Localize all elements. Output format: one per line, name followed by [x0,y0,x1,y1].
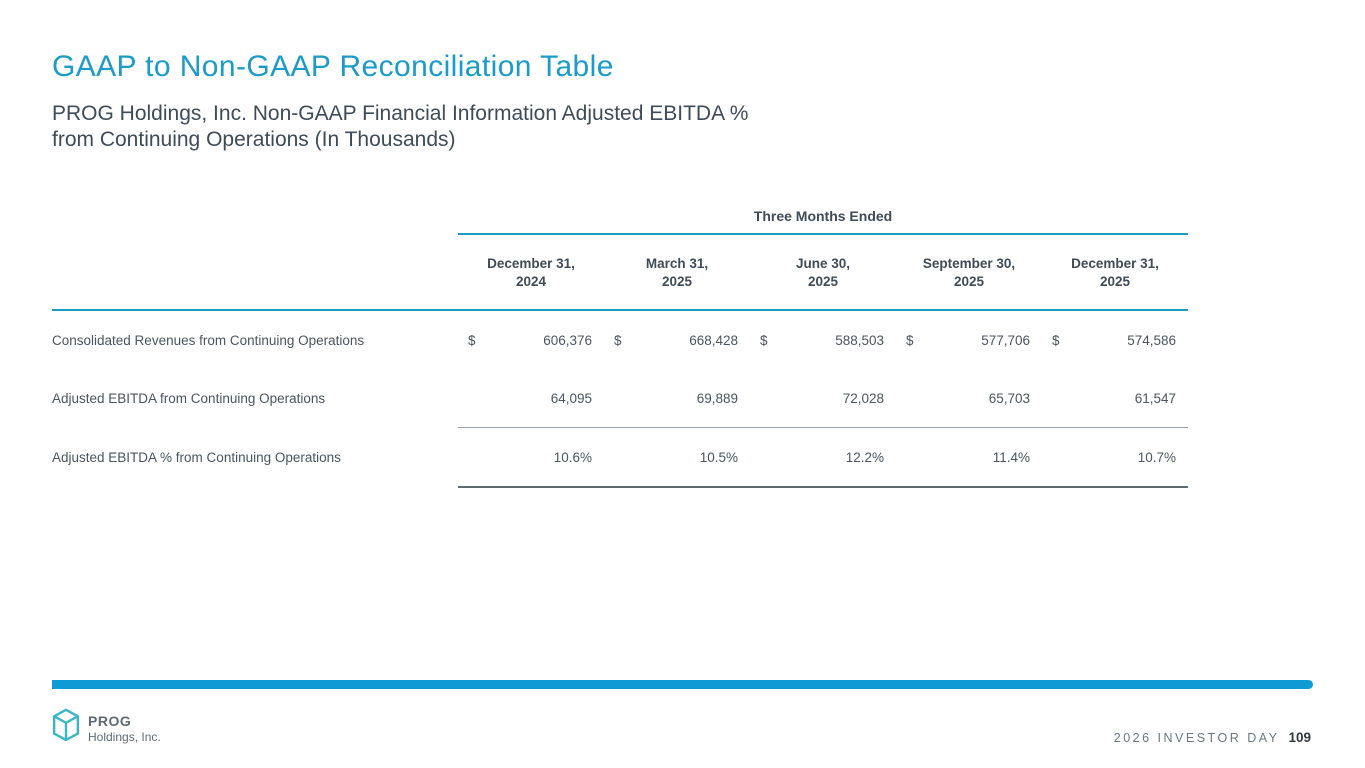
table-cell: 65,703 [988,390,1030,406]
column-header-jun-2025: June 30, 2025 [750,235,896,309]
table-cell: 12.2% [845,449,884,465]
row-label: Consolidated Revenues from Continuing Op… [52,332,365,348]
table-cell: $ 577,706 [896,333,1042,348]
slide-subtitle-line2: from Continuing Operations (In Thousands… [52,127,456,151]
table-group-header-row: Three Months Ended [52,200,1188,235]
prog-logo-icon [52,708,80,742]
reconciliation-table: Three Months Ended December 31, 2024 Mar… [52,200,1188,489]
row-label: Adjusted EBITDA % from Continuing Operat… [52,449,341,465]
column-header-line2: 2025 [661,274,693,290]
column-header-line2: 2025 [1099,274,1131,290]
table-bottom-rule [458,486,1188,489]
event-label: 2026 INVESTOR DAY [1113,731,1280,745]
page-number: 109 [1288,730,1311,745]
currency-symbol: $ [614,332,622,348]
table-cell: $ 668,428 [604,333,750,348]
slide-subtitle-line1: PROG Holdings, Inc. Non-GAAP Financial I… [52,102,749,125]
table-rule [458,427,1188,429]
slide-subtitle: PROG Holdings, Inc. Non-GAAP Financial I… [52,101,748,152]
table-cell: 10.7% [1137,449,1176,465]
logo-company-name: PROG [88,713,132,729]
column-header-line2: 2025 [807,274,839,290]
page-title: GAAP to Non-GAAP Reconciliation Table [52,50,614,83]
currency-symbol: $ [760,332,768,348]
cell-value: 668,428 [689,332,738,348]
table-cell: 61,547 [1134,390,1176,406]
cell-value: 606,376 [543,332,592,348]
table-cell: 69,889 [696,390,738,406]
bottom-accent-bar [52,680,1313,689]
column-header-line1: June 30, [795,256,851,271]
logo-company-suffix: Holdings, Inc. [88,730,161,744]
row-label: Adjusted EBITDA from Continuing Operatio… [52,390,326,406]
table-cell: 10.5% [699,449,738,465]
currency-symbol: $ [468,332,476,348]
spacer-cell [52,235,458,309]
column-header-line2: 2025 [953,274,985,290]
table-cell: 10.6% [553,449,592,465]
cell-value: 577,706 [981,332,1030,348]
table-column-header-row: December 31, 2024 March 31, 2025 June 30… [52,235,1188,309]
table-header-rule [52,309,1188,312]
cell-value: 574,586 [1127,332,1176,348]
column-header-line1: September 30, [922,256,1016,271]
column-header-mar-2025: March 31, 2025 [604,235,750,309]
logo-text: PROG Holdings, Inc. [88,713,161,744]
column-header-dec-2024: December 31, 2024 [458,235,604,309]
table-cell: 64,095 [550,390,592,406]
table-row-revenues: Consolidated Revenues from Continuing Op… [52,311,1188,369]
column-header-line2: 2024 [515,274,547,290]
spacer-cell [52,200,458,235]
column-header-sep-2025: September 30, 2025 [896,235,1042,309]
column-header-line1: December 31, [1071,256,1159,271]
table-cell: 72,028 [842,390,884,406]
cell-value: 588,503 [835,332,884,348]
table-row-adjusted-ebitda-pct: Adjusted EBITDA % from Continuing Operat… [52,428,1188,486]
table-group-header: Three Months Ended [458,200,1188,235]
column-header-line1: March 31, [645,256,709,271]
table-cell: $ 574,586 [1042,333,1188,348]
table-cell: $ 606,376 [458,333,604,348]
table-cell: 11.4% [992,449,1030,465]
table-row-adjusted-ebitda: Adjusted EBITDA from Continuing Operatio… [52,369,1188,427]
table-cell: $ 588,503 [750,333,896,348]
currency-symbol: $ [1052,332,1060,348]
column-header-line1: December 31, [487,256,575,271]
footer-right: 2026 INVESTOR DAY 109 [1114,730,1311,745]
column-header-dec-2025: December 31, 2025 [1042,235,1188,309]
currency-symbol: $ [906,332,914,348]
prog-logo: PROG Holdings, Inc. [52,707,161,745]
